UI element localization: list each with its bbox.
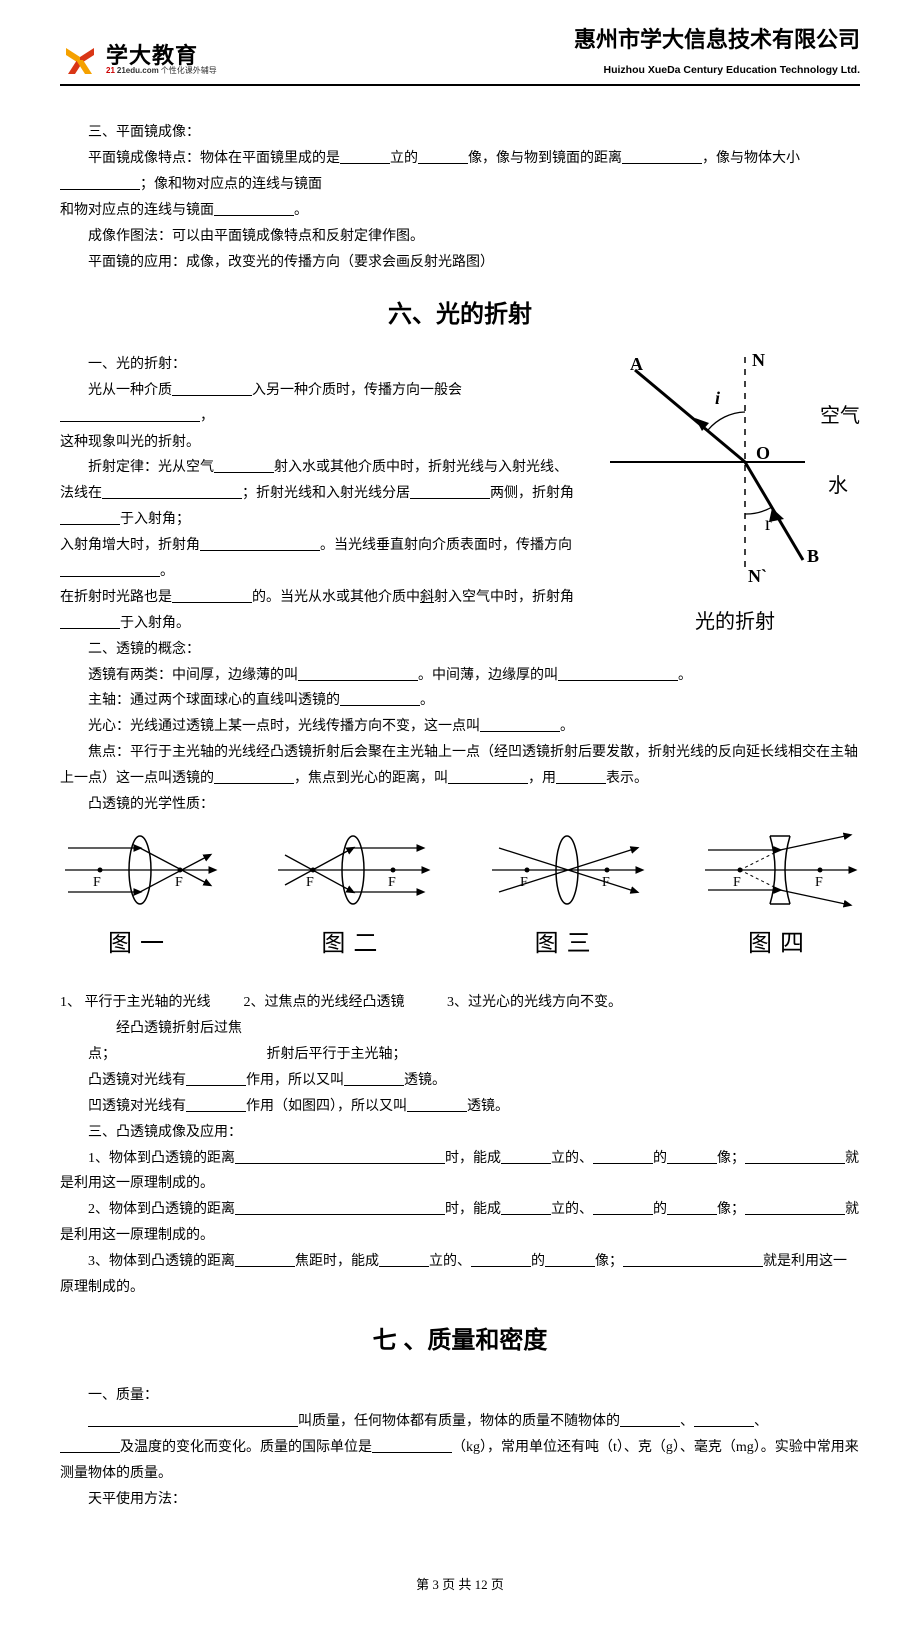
sec3-title: 三、平面镜成像： [60,120,860,146]
sec6-p11: 2、物体到凸透镜的距离时，能成立的、的像；就是利用这一原理制成的。 [60,1197,860,1249]
lens-figures: F F 图一 F F 图二 [60,830,860,966]
page-footer: 第 3 页 共 12 页 [60,1573,860,1597]
sec3-p1: 平面镜成像特点：物体在平面镜里成的是立的像，像与物到镜面的距离，像与物体大小；像… [60,146,860,198]
svg-text:F: F [175,875,183,890]
sec6-p12: 3、物体到凸透镜的距离焦距时，能成立的、的像；就是利用这一原理制成的。 [60,1249,860,1301]
svg-text:F: F [733,875,741,890]
sec7-heading: 七 、质量和密度 [60,1319,860,1363]
svg-text:F: F [815,875,823,890]
sec6-p8: 凸透镜对光线有作用，所以又叫透镜。 [60,1068,860,1094]
company-en: Huizhou XueDa Century Education Technolo… [574,61,860,80]
svg-text:F: F [388,875,396,890]
svg-text:N`: N` [748,566,767,586]
header-right: 惠州市学大信息技术有限公司 Huizhou XueDa Century Educ… [574,20,860,80]
sec6-p6: 焦点：平行于主光轴的光线经凸透镜折射后会聚在主光轴上一点（经凹透镜折射后要发散，… [60,740,860,792]
page-header: 学大教育 2121edu.com 个性化课外辅导 惠州市学大信息技术有限公司 H… [60,20,860,86]
logo-cn: 学大教育 [106,44,217,67]
lens-label-1: 图一 [60,922,220,966]
logo-sub: 2121edu.com 个性化课外辅导 [106,67,217,75]
sec7-p1-2: 及温度的变化而变化。质量的国际单位是（kg），常用单位还有吨（t）、克（g）、毫… [60,1435,860,1487]
logo-icon [60,40,100,80]
sec3-p1-cont: 和物对应点的连线与镜面。 [60,198,860,224]
company-cn: 惠州市学大信息技术有限公司 [574,20,860,61]
svg-text:N: N [752,352,765,370]
svg-text:i: i [715,388,720,408]
sec6-list1: 1、 平行于主光轴的光线 2、过焦点的光线经凸透镜 3、过光心的光线方向不变。 [60,990,860,1016]
sec7-p2: 天平使用方法： [60,1487,860,1513]
sec7-s1-title: 一、质量： [60,1383,860,1409]
refraction-figure: A N i O r B N` 空气 水 光的折射 [610,352,860,641]
sec3-p3: 平面镜的应用：成像，改变光的传播方向（要求会画反射光路图） [60,250,860,276]
sec6-p4: 主轴：通过两个球面球心的直线叫透镜的。 [60,688,860,714]
sec7-p1: 叫质量，任何物体都有质量，物体的质量不随物体的、、 [60,1409,860,1435]
sec3-p2: 成像作图法：可以由平面镜成像特点和反射定律作图。 [60,224,860,250]
sec6-p7: 凸透镜的光学性质： [60,792,860,818]
svg-text:B: B [807,546,819,566]
svg-text:F: F [306,875,314,890]
svg-text:O: O [756,443,770,463]
sec6-list2: 经凸透镜折射后过焦点； 折射后平行于主光轴； [60,1016,860,1068]
svg-text:r: r [765,513,772,535]
sec6-heading: 六、光的折射 [60,293,860,337]
sec6-p5: 光心：光线通过透镜上某一点时，光线传播方向不变，这一点叫。 [60,714,860,740]
sec6-p9: 凹透镜对光线有作用（如图四），所以又叫透镜。 [60,1094,860,1120]
sec6-p3: 透镜有两类：中间厚，边缘薄的叫。中间薄，边缘厚的叫。 [60,663,860,689]
lens-label-2: 图二 [273,922,433,966]
svg-text:水: 水 [828,474,848,497]
lens-label-3: 图三 [487,922,647,966]
svg-text:A: A [630,354,643,374]
logo-block: 学大教育 2121edu.com 个性化课外辅导 [60,40,217,80]
svg-text:空气: 空气 [820,404,860,427]
svg-text:F: F [93,875,101,890]
sec6-s3-title: 三、凸透镜成像及应用： [60,1120,860,1146]
refraction-caption: 光的折射 [610,604,860,641]
sec6-p10: 1、物体到凸透镜的距离时，能成立的、的像；就是利用这一原理制成的。 [60,1146,860,1198]
lens-label-4: 图四 [700,922,860,966]
